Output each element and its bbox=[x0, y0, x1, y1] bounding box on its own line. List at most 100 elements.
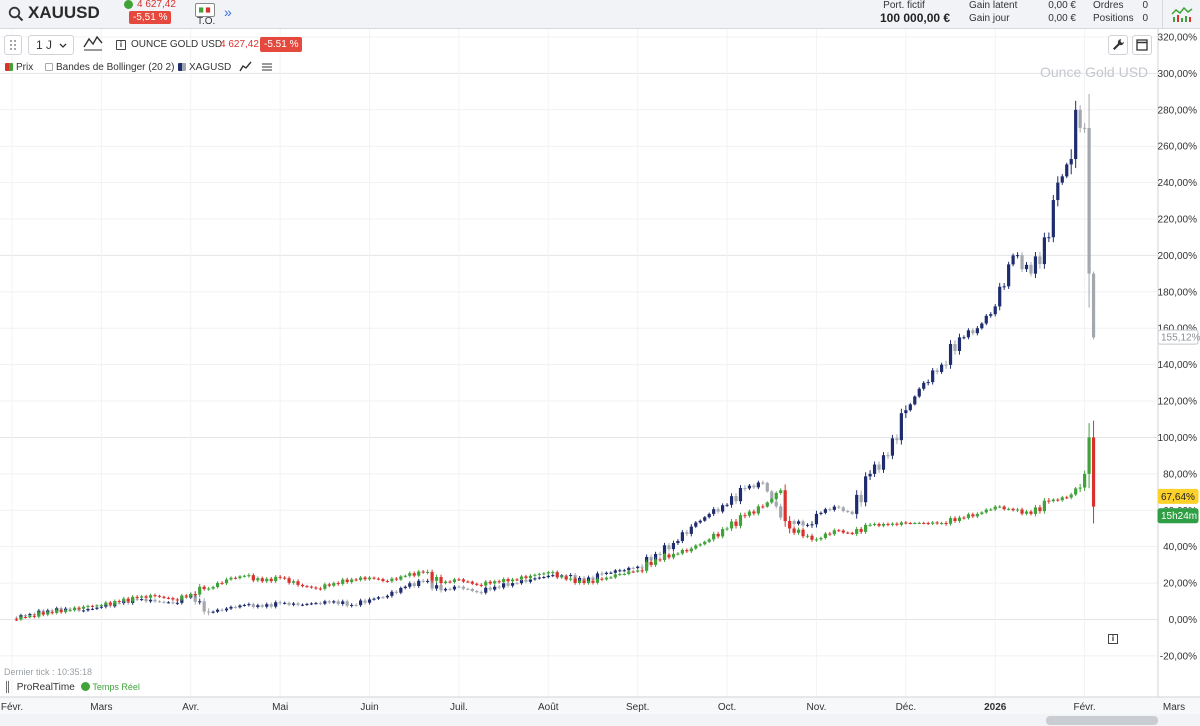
legend-item-price[interactable]: Prix bbox=[5, 62, 33, 73]
silver-candle bbox=[95, 607, 99, 609]
gold-candle bbox=[434, 577, 439, 581]
y-tick-label: 300,00% bbox=[1158, 69, 1198, 80]
silver-candle bbox=[859, 494, 863, 503]
expand-icon[interactable]: » bbox=[224, 4, 232, 20]
silver-candle bbox=[1069, 159, 1073, 165]
gold-candle bbox=[1042, 500, 1046, 512]
gold-candle bbox=[72, 607, 77, 611]
trade-order-label[interactable]: T.O. bbox=[197, 16, 216, 27]
silver-candle bbox=[439, 585, 443, 591]
gold-candle bbox=[1011, 508, 1015, 511]
gold-candle bbox=[1038, 507, 1042, 512]
gold-candle bbox=[86, 605, 90, 607]
silver-candle bbox=[600, 573, 604, 575]
x-tick-label: Mai bbox=[272, 702, 288, 713]
settings-wrench-icon[interactable] bbox=[1108, 35, 1128, 55]
gold-candle bbox=[604, 577, 609, 580]
gold-candle bbox=[551, 572, 555, 574]
silver-candle bbox=[426, 580, 430, 582]
gold-candle bbox=[966, 514, 971, 518]
event-info-icon[interactable]: i bbox=[1108, 634, 1118, 644]
silver-candle bbox=[801, 521, 805, 526]
indicators-icon[interactable] bbox=[82, 34, 106, 54]
legend-item-compare[interactable]: XAGUSD bbox=[178, 62, 231, 73]
silver-candle bbox=[837, 506, 841, 508]
gold-candle bbox=[385, 580, 390, 582]
silver-candle bbox=[846, 510, 850, 512]
silver-candle bbox=[390, 591, 394, 596]
silver-candle bbox=[595, 573, 600, 580]
silver-candle bbox=[345, 601, 349, 606]
silver-candle bbox=[895, 438, 899, 441]
silver-candle bbox=[202, 601, 206, 612]
gold-candle bbox=[729, 521, 734, 529]
silver-candle bbox=[207, 611, 211, 613]
gold-candle bbox=[886, 523, 890, 525]
gold-candle bbox=[144, 596, 148, 598]
silver-candle bbox=[524, 580, 528, 582]
window-icon[interactable] bbox=[1132, 35, 1152, 55]
silver-candle bbox=[274, 602, 278, 607]
silver-candle bbox=[707, 513, 711, 518]
gold-candle bbox=[238, 576, 242, 579]
silver-candle bbox=[1056, 182, 1060, 201]
gold-candle bbox=[627, 571, 631, 574]
positions-value: 0 bbox=[1142, 13, 1148, 24]
timeframe-select[interactable]: 1 J bbox=[28, 35, 74, 55]
silver-candle bbox=[908, 404, 912, 411]
gold-candle bbox=[426, 571, 430, 573]
gold-candle bbox=[828, 533, 832, 535]
line-style-icon[interactable] bbox=[239, 61, 253, 76]
silver-candle bbox=[1047, 237, 1051, 239]
silver-candle bbox=[792, 521, 796, 524]
gold-candle bbox=[1007, 508, 1011, 510]
silver-candle bbox=[636, 566, 640, 569]
gold-candle bbox=[68, 610, 72, 612]
gold-candle bbox=[367, 577, 372, 580]
gold-candle bbox=[23, 616, 28, 618]
silver-candle bbox=[448, 588, 452, 590]
y-axis: 320,00% 300,00% 280,00% 260,00% 240,00% 220,0… bbox=[1157, 29, 1200, 714]
gold-candle bbox=[676, 553, 680, 555]
horizontal-scrollbar[interactable] bbox=[1046, 716, 1158, 725]
silver-candle bbox=[805, 524, 810, 526]
silver-candle bbox=[162, 601, 166, 603]
gold-candle bbox=[157, 595, 162, 597]
silver-candle bbox=[653, 553, 658, 561]
info-icon[interactable]: i bbox=[116, 40, 126, 50]
search-icon[interactable] bbox=[8, 6, 24, 22]
orders-label: Ordres bbox=[1093, 0, 1124, 11]
silver-candle bbox=[220, 609, 224, 611]
gold-candle bbox=[390, 578, 394, 582]
silver-candle bbox=[171, 602, 175, 604]
silver-candle bbox=[823, 509, 827, 513]
price-chart[interactable]: 320,00% 300,00% 280,00% 260,00% 240,00% 220,0… bbox=[0, 29, 1200, 726]
gold-candle bbox=[55, 610, 59, 613]
ticker-symbol[interactable]: XAUUSD bbox=[28, 3, 100, 22]
y-tick-label: 280,00% bbox=[1158, 105, 1198, 116]
silver-candle bbox=[631, 567, 635, 569]
chart-mini-icon[interactable] bbox=[1171, 4, 1193, 24]
y-tick-label: 320,00% bbox=[1158, 33, 1198, 44]
candles-icon: ║ bbox=[4, 682, 12, 693]
silver-candle bbox=[948, 344, 953, 365]
gold-candle bbox=[251, 575, 255, 581]
gold-candle bbox=[64, 610, 68, 613]
gold-candle bbox=[975, 513, 979, 517]
list-icon[interactable] bbox=[261, 61, 273, 76]
silver-candle bbox=[640, 566, 644, 568]
silver-candle bbox=[350, 604, 354, 606]
trade-order-icon[interactable] bbox=[195, 3, 215, 17]
drag-handle-icon[interactable] bbox=[4, 35, 22, 55]
gold-candle bbox=[698, 544, 702, 546]
gold-candle bbox=[971, 514, 975, 517]
gold-candle bbox=[917, 522, 921, 524]
silver-candle bbox=[926, 382, 930, 384]
silver-candle bbox=[287, 602, 291, 605]
silver-candle bbox=[417, 580, 421, 587]
silver-candle bbox=[591, 577, 595, 580]
legend-item-bollinger[interactable]: Bandes de Bollinger (20 2) bbox=[45, 62, 174, 73]
gold-candle bbox=[524, 576, 528, 579]
gold-candle bbox=[752, 511, 756, 514]
gold-candle bbox=[28, 615, 32, 618]
